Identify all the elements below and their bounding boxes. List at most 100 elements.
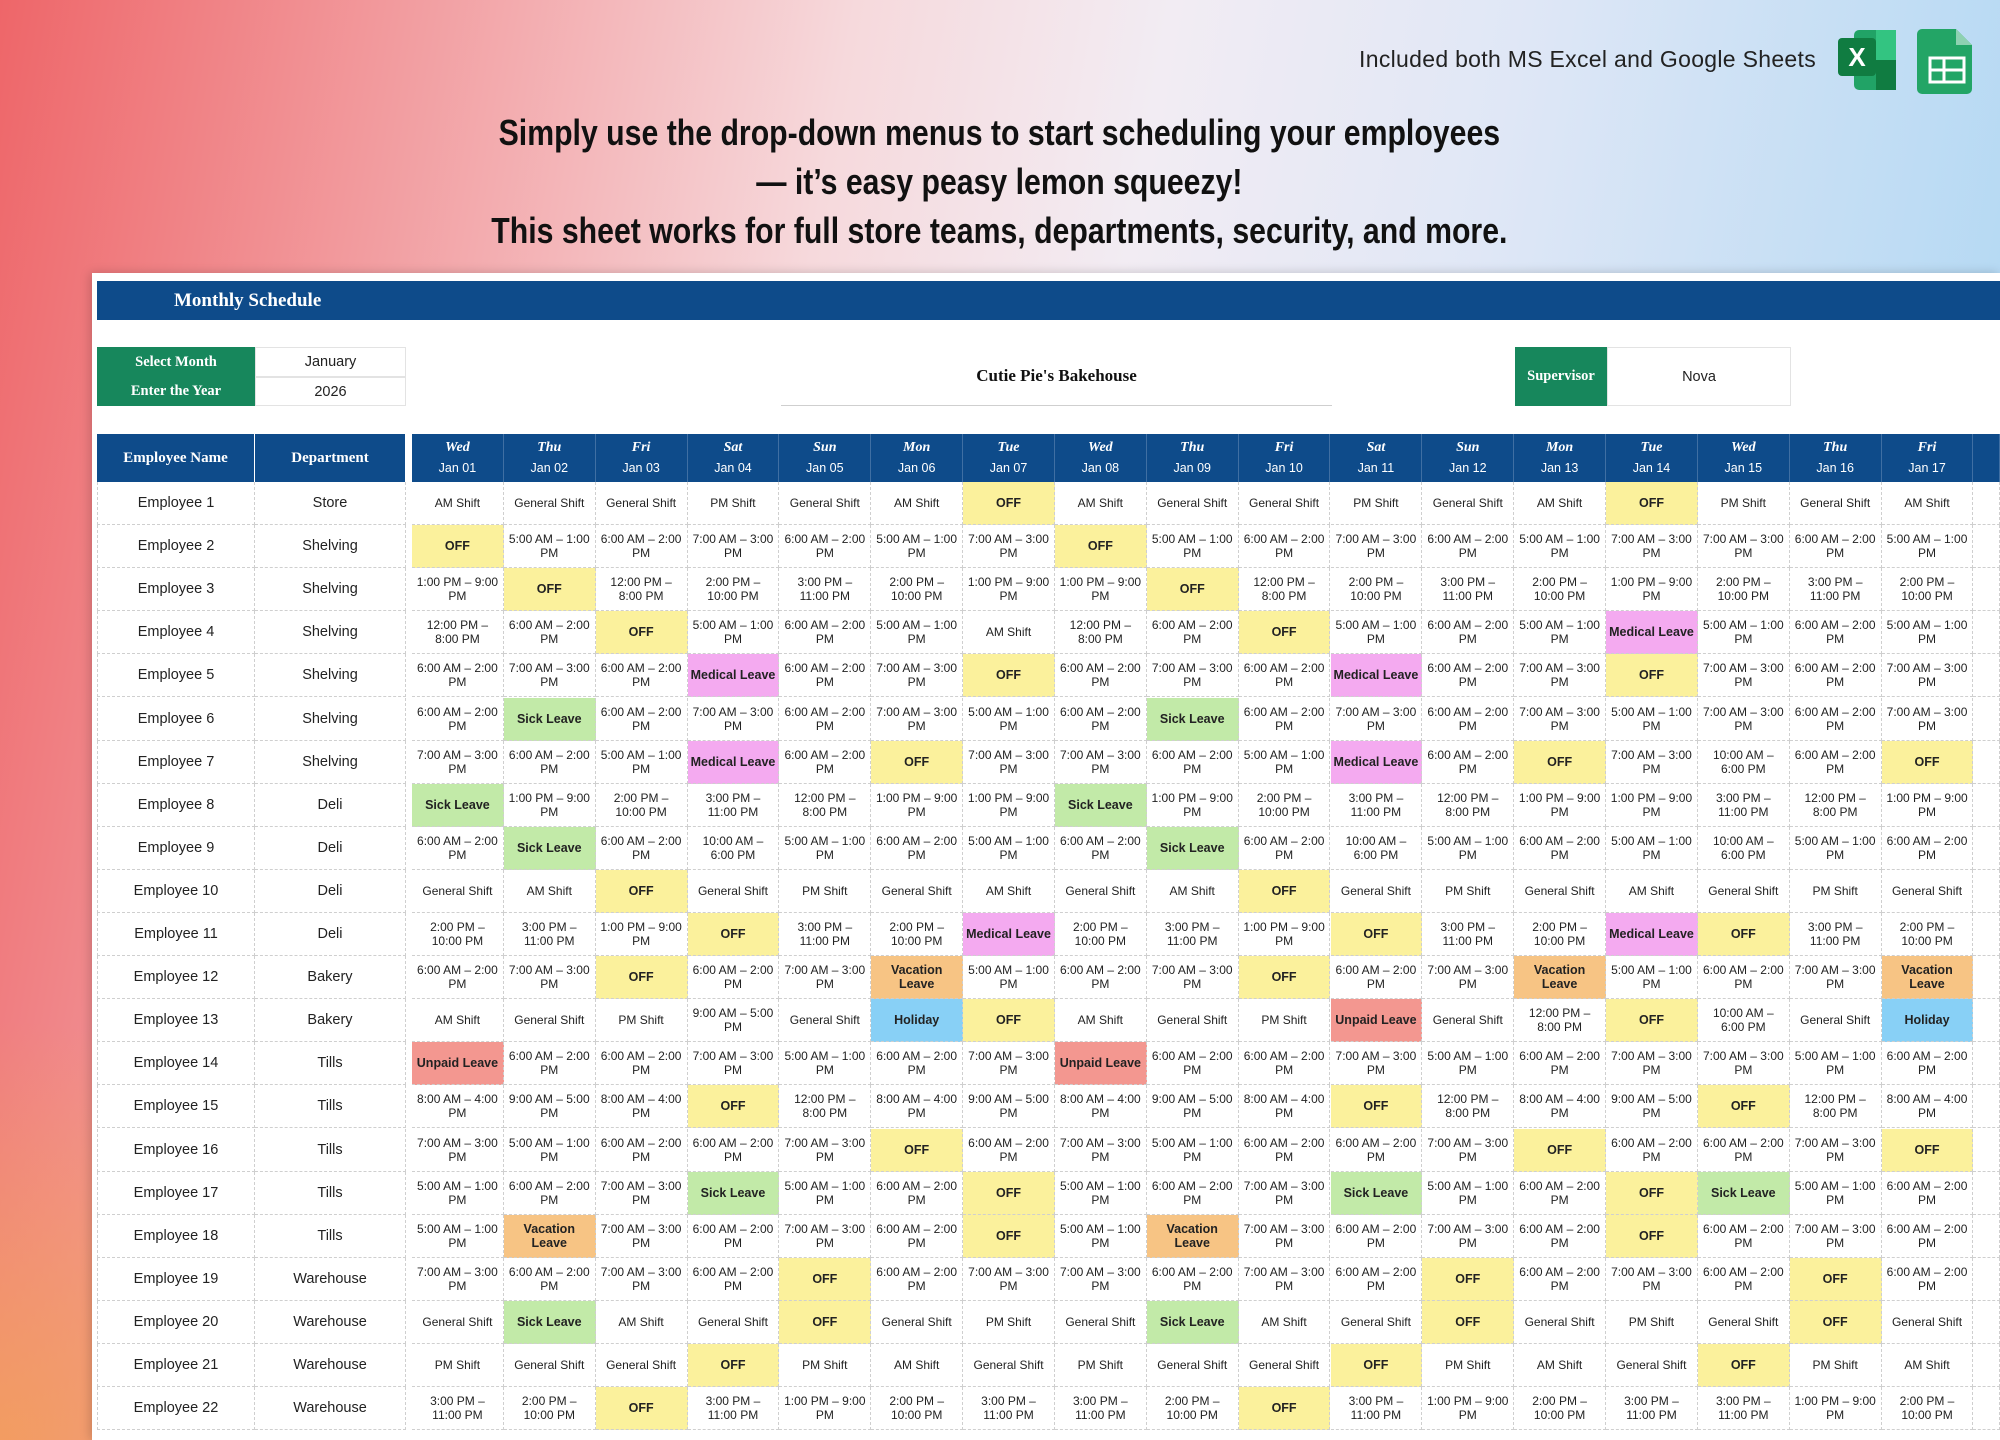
shift-cell: 12:00 PM – 8:00 PM: [1789, 783, 1882, 827]
shift-cell: 12:00 PM – 8:00 PM: [1422, 783, 1515, 827]
headline-line: — it’s easy peasy lemon squeezy!: [756, 161, 1243, 202]
date: Jan 09: [1173, 461, 1211, 475]
shift-cell: 6:00 AM – 2:00 PM: [1697, 1214, 1790, 1258]
shift-cell: 8:00 AM – 4:00 PM: [1054, 1085, 1147, 1129]
shift-cell: 6:00 AM – 2:00 PM: [503, 611, 596, 655]
shift-cell: OFF: [687, 1344, 780, 1388]
shift-cell: 6:00 AM – 2:00 PM: [1238, 826, 1331, 870]
month-label: Select Month: [97, 347, 255, 377]
shift-cell: 6:00 AM – 2:00 PM: [595, 1128, 688, 1172]
shift-cell: 2:00 PM – 10:00 PM: [1514, 1387, 1607, 1431]
employee-name: Employee 7: [97, 740, 255, 784]
shift-cell: 7:00 AM – 3:00 PM: [503, 956, 596, 1000]
shift-cell: 7:00 AM – 3:00 PM: [412, 740, 504, 784]
shift-cell: 7:00 AM – 3:00 PM: [1422, 1214, 1515, 1258]
shift-cell: General Shift: [412, 869, 504, 913]
day-header: Sun Jan 05: [779, 434, 872, 482]
shift-cell: 3:00 PM – 11:00 PM: [503, 913, 596, 957]
shift-cell: 9:00 AM – 5:00 PM: [687, 999, 780, 1043]
shift-cell: AM Shift: [1514, 1344, 1607, 1388]
shift-cell: 2:00 PM – 10:00 PM: [595, 783, 688, 827]
shift-cell: 5:00 AM – 1:00 PM: [1881, 525, 1974, 569]
shift-cell: 12:00 PM – 8:00 PM: [1238, 568, 1331, 612]
department: Tills: [255, 1128, 406, 1172]
shift-cell: 6:00 AM – 2:00 PM: [595, 1042, 688, 1086]
employee-name: Employee 12: [97, 956, 255, 1000]
shift-cell: 7:00 AM – 3:00 PM: [412, 1257, 504, 1301]
shift-cell: OFF: [1238, 956, 1331, 1000]
shift-cell: 5:00 AM – 1:00 PM: [1146, 525, 1239, 569]
date: Jan 06: [897, 461, 936, 475]
shift-cell: Sick Leave: [1330, 1171, 1423, 1215]
shift-cell: 5:00 AM – 1:00 PM: [1881, 611, 1974, 655]
day-header: Fri Jan 17: [1881, 434, 1974, 482]
shift-cell: 6:00 AM – 2:00 PM: [1514, 1171, 1607, 1215]
shift-cell: 7:00 AM – 3:00 PM: [1697, 525, 1790, 569]
shift-cell: 7:00 AM – 3:00 PM: [1238, 1214, 1331, 1258]
shift-cell: 2:00 PM – 10:00 PM: [1146, 1387, 1239, 1431]
date: Jan 15: [1724, 461, 1763, 475]
overflow-cell: [1973, 1085, 2000, 1129]
shift-cell: 2:00 PM – 10:00 PM: [412, 913, 504, 957]
shift-cell: 3:00 PM – 11:00 PM: [963, 1387, 1055, 1431]
shift-cell: 6:00 AM – 2:00 PM: [503, 1257, 596, 1301]
shift-cell: 6:00 AM – 2:00 PM: [1330, 1214, 1423, 1258]
shift-cell: 7:00 AM – 3:00 PM: [1146, 956, 1239, 1000]
shift-cell: 1:00 PM – 9:00 PM: [1789, 1387, 1882, 1431]
shift-cell: 5:00 AM – 1:00 PM: [1606, 826, 1698, 870]
shift-cell: OFF: [1238, 611, 1331, 655]
shift-cell: Vacation Leave: [1881, 956, 1974, 1000]
shift-cell: OFF: [963, 1171, 1055, 1215]
shift-cell: 3:00 PM – 11:00 PM: [412, 1387, 504, 1431]
year-input[interactable]: 2026: [255, 377, 406, 406]
date: Jan 14: [1632, 461, 1671, 475]
employee-name: Employee 3: [97, 568, 255, 612]
shift-cell: OFF: [595, 869, 688, 913]
shift-cell: 6:00 AM – 2:00 PM: [1422, 740, 1515, 784]
shift-cell: OFF: [1514, 740, 1607, 784]
column-header: Department: [255, 434, 406, 482]
department: Shelving: [255, 611, 406, 655]
department: Deli: [255, 826, 406, 870]
shift-cell: AM Shift: [503, 869, 596, 913]
shift-cell: PM Shift: [1422, 869, 1515, 913]
department: Tills: [255, 1171, 406, 1215]
shift-cell: 5:00 AM – 1:00 PM: [963, 956, 1055, 1000]
shift-cell: Vacation Leave: [1146, 1214, 1239, 1258]
shift-cell: PM Shift: [963, 1300, 1055, 1344]
overflow-cell: [1973, 913, 2000, 957]
shift-cell: AM Shift: [963, 869, 1055, 913]
month-dropdown[interactable]: January: [255, 347, 406, 377]
department: Bakery: [255, 956, 406, 1000]
department: Bakery: [255, 999, 406, 1043]
shift-cell: 6:00 AM – 2:00 PM: [1054, 697, 1147, 741]
shift-cell: 3:00 PM – 11:00 PM: [1054, 1387, 1147, 1431]
shift-cell: 8:00 AM – 4:00 PM: [1881, 1085, 1974, 1129]
shift-cell: General Shift: [1789, 999, 1882, 1043]
shift-cell: 7:00 AM – 3:00 PM: [595, 1257, 688, 1301]
shift-cell: OFF: [1054, 525, 1147, 569]
shift-cell: 3:00 PM – 11:00 PM: [1697, 1387, 1790, 1431]
shift-cell: 6:00 AM – 2:00 PM: [1238, 654, 1331, 698]
shift-cell: 7:00 AM – 3:00 PM: [1697, 1042, 1790, 1086]
year-label: Enter the Year: [97, 377, 255, 406]
shift-cell: PM Shift: [595, 999, 688, 1043]
weekday: Fri: [1917, 440, 1937, 455]
employee-name: Employee 19: [97, 1257, 255, 1301]
shift-cell: 10:00 AM – 6:00 PM: [1697, 740, 1790, 784]
shift-cell: Medical Leave: [687, 740, 780, 784]
shift-cell: 5:00 AM – 1:00 PM: [1054, 1214, 1147, 1258]
shift-cell: 7:00 AM – 3:00 PM: [687, 697, 780, 741]
shift-cell: 6:00 AM – 2:00 PM: [1881, 1257, 1974, 1301]
supervisor-value: Nova: [1607, 347, 1791, 406]
shift-cell: Medical Leave: [1330, 740, 1423, 784]
date: Jan 11: [1357, 461, 1395, 475]
shift-cell: 2:00 PM – 10:00 PM: [1330, 568, 1423, 612]
shift-cell: Medical Leave: [1606, 611, 1698, 655]
department: Shelving: [255, 740, 406, 784]
day-header: Wed Jan 15: [1697, 434, 1790, 482]
shift-cell: 7:00 AM – 3:00 PM: [871, 697, 964, 741]
shift-cell: 9:00 AM – 5:00 PM: [1146, 1085, 1239, 1129]
shift-cell: 6:00 AM – 2:00 PM: [1422, 525, 1515, 569]
